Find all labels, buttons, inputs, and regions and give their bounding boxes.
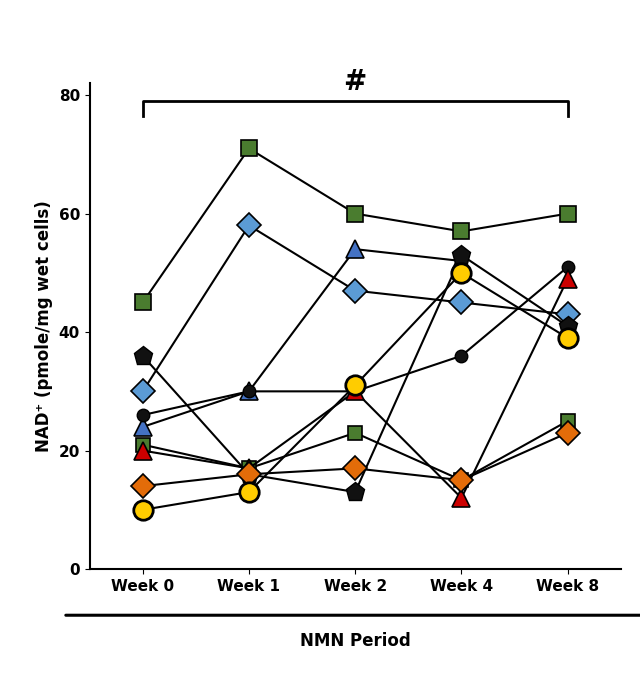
Text: #: # [344, 68, 367, 96]
Text: NMN Period: NMN Period [300, 632, 411, 650]
Y-axis label: NAD⁺ (pmole/mg wet cells): NAD⁺ (pmole/mg wet cells) [35, 201, 53, 452]
